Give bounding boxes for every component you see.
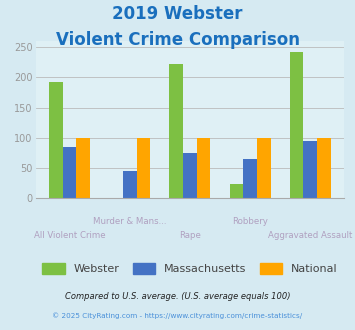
- Bar: [76, 138, 90, 198]
- Bar: [197, 138, 211, 198]
- Text: All Violent Crime: All Violent Crime: [34, 231, 105, 240]
- Bar: [169, 64, 183, 198]
- Bar: [63, 147, 76, 198]
- Bar: [183, 153, 197, 198]
- Bar: [317, 138, 331, 198]
- Bar: [49, 82, 63, 198]
- Text: 2019 Webster: 2019 Webster: [112, 5, 243, 23]
- Legend: Webster, Massachusetts, National: Webster, Massachusetts, National: [43, 262, 337, 274]
- Bar: [304, 141, 317, 198]
- Text: Compared to U.S. average. (U.S. average equals 100): Compared to U.S. average. (U.S. average …: [65, 292, 290, 301]
- Bar: [230, 184, 243, 198]
- Text: Murder & Mans...: Murder & Mans...: [93, 217, 166, 226]
- Bar: [257, 138, 271, 198]
- Text: Aggravated Assault: Aggravated Assault: [268, 231, 353, 240]
- Text: Robbery: Robbery: [232, 217, 268, 226]
- Bar: [290, 52, 304, 198]
- Text: Violent Crime Comparison: Violent Crime Comparison: [55, 31, 300, 50]
- Text: © 2025 CityRating.com - https://www.cityrating.com/crime-statistics/: © 2025 CityRating.com - https://www.city…: [53, 312, 302, 318]
- Bar: [123, 171, 137, 198]
- Text: Rape: Rape: [179, 231, 201, 240]
- Bar: [137, 138, 150, 198]
- Bar: [243, 159, 257, 198]
